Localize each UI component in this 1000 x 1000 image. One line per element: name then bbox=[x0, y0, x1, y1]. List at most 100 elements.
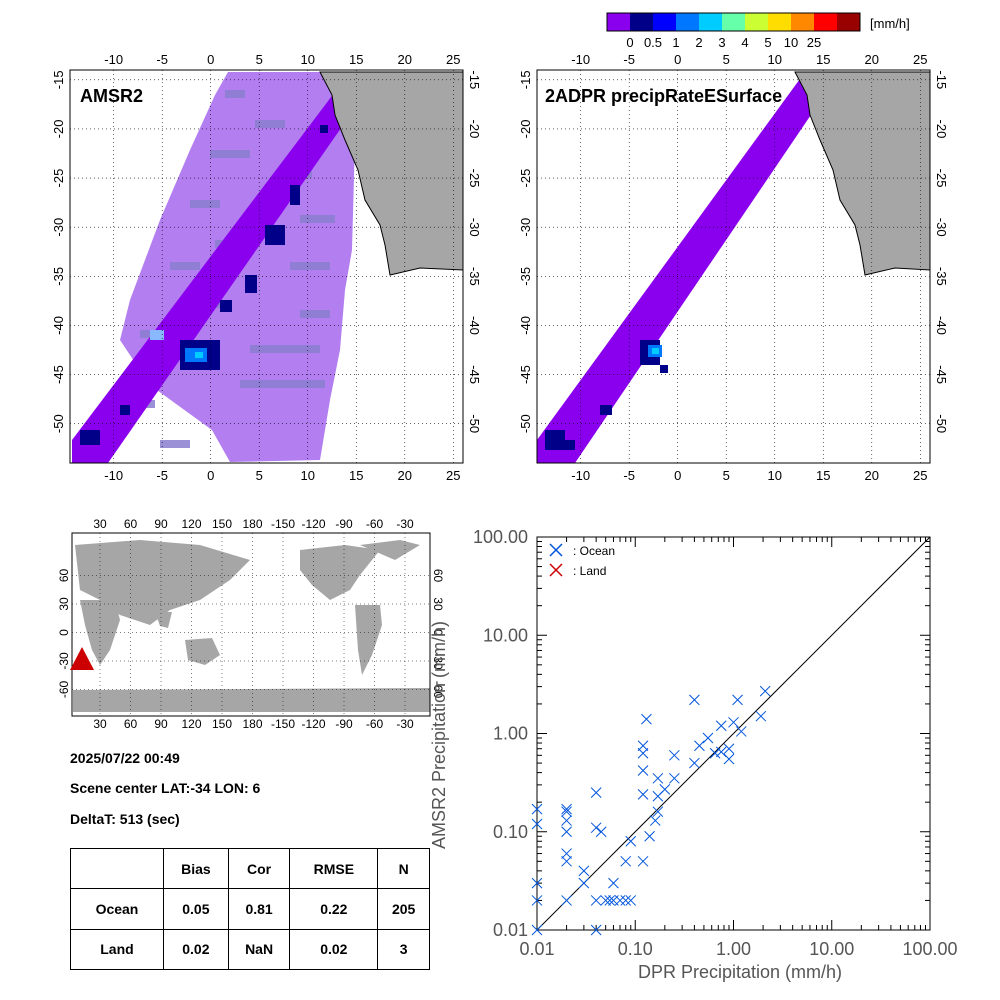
colorbar-outline bbox=[606, 12, 861, 32]
world-map-gridlines bbox=[72, 533, 430, 716]
legend-label: : Ocean bbox=[573, 544, 615, 558]
lon-tick-label-bottom: -10 bbox=[571, 468, 590, 483]
lon-tick-label-top: 0 bbox=[674, 52, 681, 67]
colorbar-label: 25 bbox=[807, 35, 821, 50]
colorbar-swatch bbox=[699, 13, 722, 31]
scatter-point bbox=[659, 784, 671, 795]
lat-tick-label-right: -40 bbox=[934, 316, 949, 335]
scatter-point bbox=[668, 749, 680, 761]
stats-cell: 0.81 bbox=[227, 888, 291, 930]
stats-cell: 0.22 bbox=[289, 888, 379, 930]
lon-tick-label-top: 25 bbox=[446, 52, 460, 67]
scatter-point bbox=[531, 877, 543, 889]
stats-cell: 0.05 bbox=[162, 888, 229, 930]
lat-tick-label-right: -25 bbox=[934, 169, 949, 188]
world-lon-tick-top: 60 bbox=[124, 517, 138, 531]
lat-tick-label-left: -40 bbox=[518, 316, 533, 335]
world-lon-tick-bottom: -60 bbox=[366, 717, 384, 731]
colorbar-label: 0 bbox=[626, 35, 633, 50]
lon-tick-label-bottom: -5 bbox=[623, 468, 635, 483]
scatter-point bbox=[652, 806, 664, 818]
world-lon-tick-bottom: -120 bbox=[301, 717, 325, 731]
stats-header-cell bbox=[70, 847, 164, 890]
scatter-point bbox=[715, 720, 727, 732]
lon-tick-label-bottom: 20 bbox=[865, 468, 879, 483]
colorbar-label: 2 bbox=[695, 35, 702, 50]
world-lat-tick-left: -30 bbox=[57, 652, 71, 670]
scatter-point bbox=[561, 806, 572, 818]
world-lon-tick-bottom: 60 bbox=[124, 717, 138, 731]
colorbar-swatch bbox=[722, 13, 745, 31]
lat-tick-label-right: -25 bbox=[467, 169, 482, 188]
scatter-point bbox=[561, 855, 572, 867]
world-lon-tick-top: 30 bbox=[93, 517, 107, 531]
stats-header-cell: Bias bbox=[162, 847, 229, 890]
x-tick-label: 10.00 bbox=[809, 939, 854, 959]
scatter-point bbox=[649, 815, 661, 826]
world-lat-tick-right: 0 bbox=[431, 629, 445, 636]
x-tick-label: 0.01 bbox=[519, 939, 554, 959]
world-map-frame bbox=[71, 532, 431, 717]
x-tick-label: 1.00 bbox=[716, 939, 751, 959]
lat-tick-label-left: -15 bbox=[51, 70, 66, 89]
lat-tick-label-right: -30 bbox=[467, 218, 482, 237]
lon-tick-label-bottom: 0 bbox=[674, 468, 681, 483]
colorbar-swatch bbox=[837, 13, 860, 31]
lon-tick-label-top: 20 bbox=[398, 52, 412, 67]
colorbar-swatch bbox=[607, 13, 630, 31]
scatter-point bbox=[641, 713, 652, 725]
scatter-point bbox=[723, 753, 735, 765]
stats-header-row: Bias Cor RMSE N bbox=[70, 847, 430, 890]
scatter-point bbox=[531, 803, 543, 815]
scatter-point bbox=[590, 895, 602, 906]
scatter-point bbox=[590, 787, 602, 799]
stats-header-cell: N bbox=[377, 847, 430, 890]
y-tick-label: 0.10 bbox=[493, 822, 528, 842]
lon-tick-label-top: -5 bbox=[623, 52, 635, 67]
colorbar-swatch bbox=[745, 13, 768, 31]
scatter-point bbox=[652, 772, 664, 784]
lon-tick-label-bottom: 15 bbox=[816, 468, 830, 483]
world-lon-tick-top: 120 bbox=[181, 517, 201, 531]
world-lat-tick-left: 60 bbox=[57, 569, 71, 583]
world-lon-tick-top: -90 bbox=[335, 517, 353, 531]
colorbar-label: 3 bbox=[718, 35, 725, 50]
scatter-point bbox=[723, 743, 735, 755]
lat-tick-label-right: -20 bbox=[934, 120, 949, 139]
world-lon-tick-bottom: 150 bbox=[212, 717, 232, 731]
scatter-point bbox=[531, 818, 543, 830]
scatter-point bbox=[620, 895, 632, 906]
lat-tick-label-left: -35 bbox=[518, 267, 533, 286]
lon-tick-label-bottom: 10 bbox=[301, 468, 315, 483]
scatter-point bbox=[735, 726, 747, 737]
amsr2-gridlines bbox=[70, 70, 463, 463]
scatter-point bbox=[561, 848, 572, 859]
amsr2-dpr-swath-overlay bbox=[72, 72, 380, 463]
stats-cell: 0.02 bbox=[289, 928, 379, 971]
colorbar-unit: [mm/h] bbox=[870, 16, 910, 31]
lon-tick-label-top: -5 bbox=[156, 52, 168, 67]
stats-table: Bias Cor RMSE N Ocean 0.05 0.81 0.22 205… bbox=[70, 847, 430, 971]
stats-cell: 0.02 bbox=[162, 928, 229, 971]
stats-cell: Land bbox=[70, 928, 164, 971]
scatter-axis-ticks: 0.010.01 0.10 0.10 1.00 1.00 10.00 10.00 100.00… bbox=[473, 527, 958, 959]
colorbar-swatch bbox=[653, 13, 676, 31]
lon-tick-label-top: -10 bbox=[104, 52, 123, 67]
stats-cell: 205 bbox=[377, 888, 430, 930]
amsr2-map-panel: AMSR2 -10-10-5-500551010151520202525-15-… bbox=[51, 52, 482, 483]
stats-cell: NaN bbox=[227, 928, 291, 971]
world-map-axis-ticks: 30 30 60 60 90 90 120 120 150 150 180 180 -150 -150 -1… bbox=[57, 517, 445, 731]
world-lon-tick-top: -30 bbox=[396, 517, 414, 531]
colorbar-label: 4 bbox=[741, 35, 748, 50]
colorbar-label: 1 bbox=[672, 35, 679, 50]
scatter-point bbox=[728, 716, 739, 728]
stats-row-ocean: Ocean 0.05 0.81 0.22 205 bbox=[70, 888, 430, 930]
scatter-point bbox=[578, 865, 590, 877]
amsr2-heavy-rain-cells bbox=[150, 330, 207, 362]
lon-tick-label-bottom: 5 bbox=[723, 468, 730, 483]
colorbar-swatch bbox=[814, 13, 837, 31]
lat-tick-label-left: -30 bbox=[518, 218, 533, 237]
scatter-point bbox=[600, 895, 612, 906]
scene-location-marker bbox=[70, 647, 94, 670]
